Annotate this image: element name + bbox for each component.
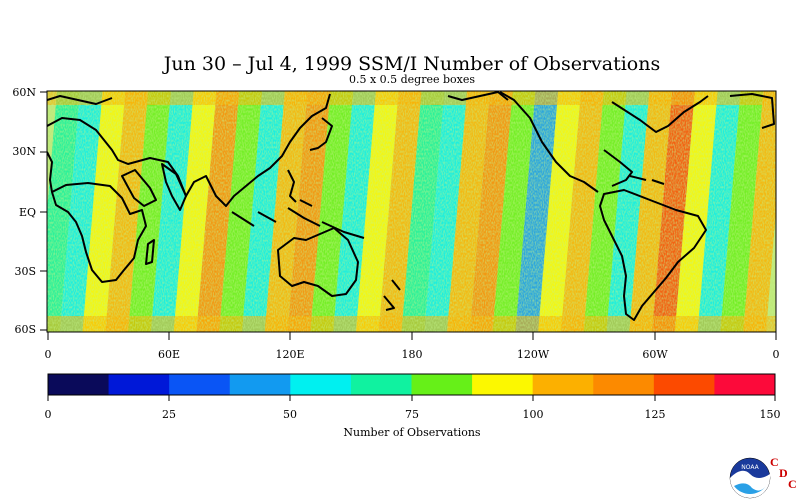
lon-label-0-left: 0 <box>45 348 52 361</box>
coastlines <box>47 91 775 321</box>
colorbar-swatch-4 <box>290 374 352 395</box>
lon-label-60e: 60E <box>158 348 180 361</box>
map-panel <box>47 91 776 332</box>
colorbar-tick-25: 25 <box>162 408 176 421</box>
coastline-japan <box>309 117 333 151</box>
colorbar-swatch-1 <box>108 374 170 395</box>
colorbar-label: Number of Observations <box>343 426 481 439</box>
coastline-australia <box>277 227 359 297</box>
coastline-europe <box>47 95 113 105</box>
colorbar: 0 25 50 75 100 125 150 Number of Observa… <box>45 373 781 439</box>
colorbar-swatch-5 <box>350 374 412 395</box>
coastline-south-america <box>599 189 707 321</box>
colorbar-tick-125: 125 <box>645 408 666 421</box>
lon-label-60w: 60W <box>642 348 668 361</box>
noaa-emblem-text: NOAA <box>741 464 759 471</box>
longitude-axis: 0 60E 120E 180 120W 60W 0 <box>45 332 780 361</box>
latitude-axis: 60N 30N EQ 30S 60S <box>12 86 47 336</box>
colorbar-swatch-8 <box>532 374 594 395</box>
figure-subtitle: 0.5 x 0.5 degree boxes <box>349 73 475 86</box>
coastline-new-zealand <box>383 279 401 311</box>
lat-label-30s: 30S <box>14 265 36 278</box>
colorbar-tick-100: 100 <box>523 408 544 421</box>
colorbar-swatches <box>48 374 776 395</box>
colorbar-swatch-9 <box>593 374 655 395</box>
lat-label-eq: EQ <box>19 206 36 219</box>
lat-label-60s: 60S <box>14 323 36 336</box>
lat-label-60n: 60N <box>12 86 36 99</box>
colorbar-tick-75: 75 <box>405 408 419 421</box>
coastline-caribbean <box>629 175 665 185</box>
lon-label-120w: 120W <box>517 348 550 361</box>
colorbar-tick-150: 150 <box>760 408 781 421</box>
colorbar-swatch-10 <box>653 374 715 395</box>
lon-label-120e: 120E <box>275 348 304 361</box>
lat-label-30n: 30N <box>12 145 36 158</box>
coastline-africa <box>51 182 147 283</box>
coastline-indonesia <box>231 199 365 239</box>
coastline-philippines <box>287 169 297 203</box>
colorbar-swatch-3 <box>229 374 291 395</box>
noaa-logo: NOAA <box>729 457 771 499</box>
colorbar-swatch-7 <box>472 374 534 395</box>
coastline-north-america-east <box>603 95 709 187</box>
colorbar-swatch-6 <box>411 374 473 395</box>
colorbar-swatch-11 <box>714 374 776 395</box>
coastline-north-america <box>499 91 599 193</box>
figure-title: Jun 30 – Jul 4, 1999 SSM/I Number of Obs… <box>162 53 660 75</box>
cdc-letter-d: D <box>779 466 788 480</box>
colorbar-swatch-2 <box>169 374 231 395</box>
coastline-india <box>161 163 187 211</box>
cdc-letter-c2: C <box>788 477 797 491</box>
colorbar-swatch-0 <box>48 374 110 395</box>
coastline-arabia <box>121 169 157 207</box>
coastline-alaska <box>447 91 509 101</box>
colorbar-tick-0: 0 <box>45 408 52 421</box>
cdc-letter-c1: C <box>770 455 779 469</box>
coastline-greenland <box>729 93 775 129</box>
colorbar-tick-50: 50 <box>283 408 297 421</box>
cdc-letters: C D C <box>770 455 797 491</box>
lon-label-0-right: 0 <box>773 348 780 361</box>
coastline-madagascar <box>145 239 155 265</box>
coastline-west-africa <box>47 151 53 193</box>
coastline-eurasia <box>47 93 331 207</box>
lon-label-180: 180 <box>402 348 423 361</box>
